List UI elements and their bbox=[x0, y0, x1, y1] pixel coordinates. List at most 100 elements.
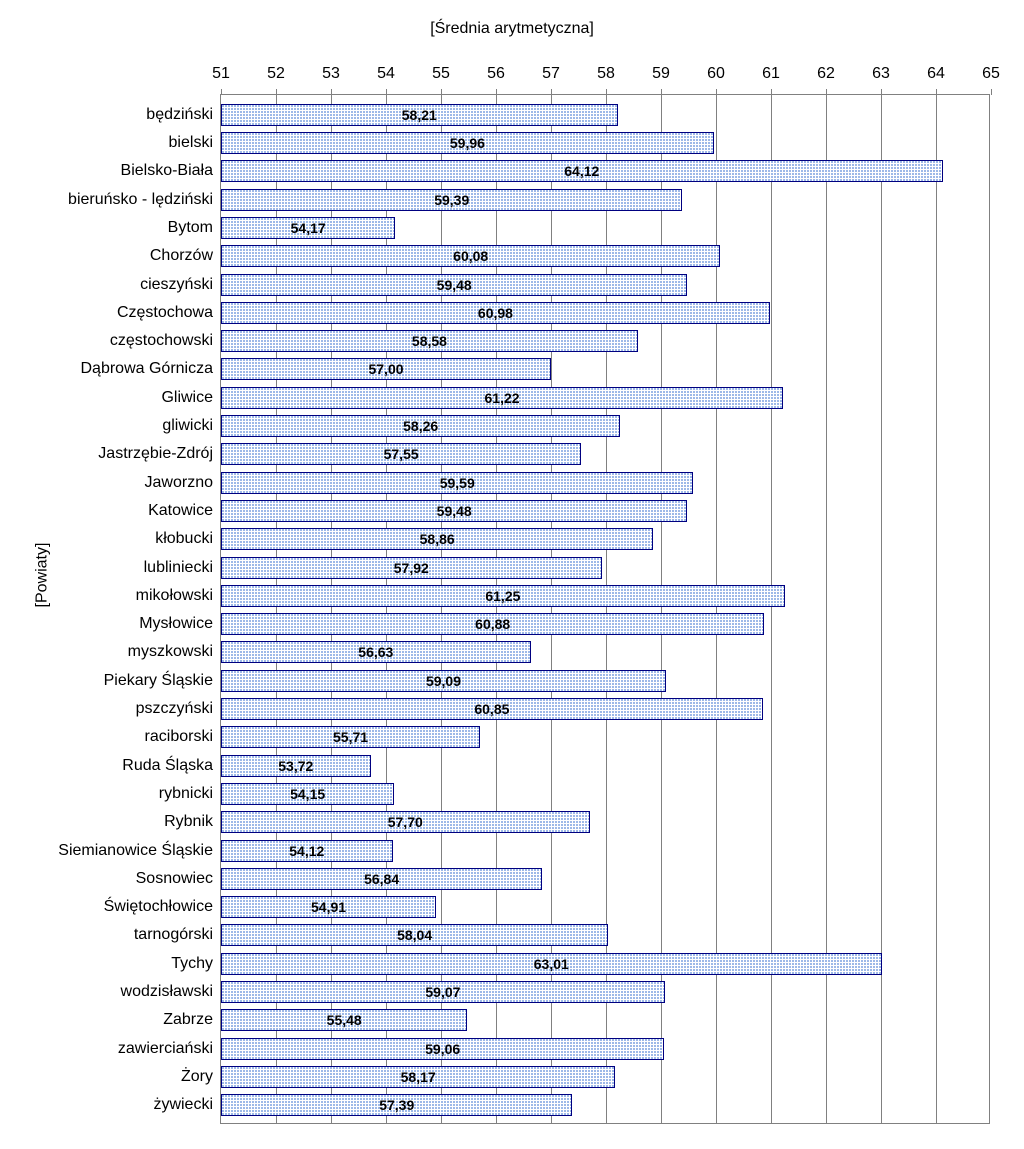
bar-value-label: 58,58 bbox=[412, 333, 447, 349]
category-label: Katowice bbox=[148, 502, 213, 520]
bar-row: Mysłowice60,88 bbox=[221, 613, 989, 635]
bar: 54,17 bbox=[221, 217, 395, 239]
bar-row: mikołowski61,25 bbox=[221, 585, 989, 607]
bar-value-label: 58,17 bbox=[401, 1069, 436, 1085]
x-tick-label: 61 bbox=[762, 65, 780, 83]
bar: 59,59 bbox=[221, 472, 693, 494]
bar-row: cieszyński59,48 bbox=[221, 274, 989, 296]
category-label: częstochowski bbox=[110, 332, 213, 350]
x-tick-mark bbox=[276, 89, 277, 95]
category-label: Tychy bbox=[171, 955, 213, 973]
x-tick-label: 54 bbox=[377, 65, 395, 83]
bar: 58,26 bbox=[221, 415, 620, 437]
bar: 61,25 bbox=[221, 585, 785, 607]
bar-row: Świętochłowice54,91 bbox=[221, 896, 989, 918]
bar: 56,84 bbox=[221, 868, 542, 890]
bar-row: Tychy63,01 bbox=[221, 953, 989, 975]
category-label: cieszyński bbox=[140, 276, 213, 294]
category-label: Bytom bbox=[168, 219, 213, 237]
bar-value-label: 56,63 bbox=[358, 644, 393, 660]
category-label: Jaworzno bbox=[145, 474, 213, 492]
bar-value-label: 58,21 bbox=[402, 107, 437, 123]
category-label: lubliniecki bbox=[144, 559, 213, 577]
bar-value-label: 63,01 bbox=[534, 956, 569, 972]
bar-value-label: 55,48 bbox=[327, 1012, 362, 1028]
x-tick-label: 59 bbox=[652, 65, 670, 83]
bar-value-label: 55,71 bbox=[333, 729, 368, 745]
bar-value-label: 54,12 bbox=[289, 843, 324, 859]
bar-row: Gliwice61,22 bbox=[221, 387, 989, 409]
x-tick-mark bbox=[331, 89, 332, 95]
x-tick-mark bbox=[441, 89, 442, 95]
bar-value-label: 59,96 bbox=[450, 135, 485, 151]
category-label: kłobucki bbox=[155, 530, 213, 548]
bar-value-label: 54,91 bbox=[311, 899, 346, 915]
bar: 54,12 bbox=[221, 840, 393, 862]
category-label: Dąbrowa Górnicza bbox=[81, 360, 214, 378]
bar-value-label: 59,48 bbox=[437, 277, 472, 293]
bar-row: będziński58,21 bbox=[221, 104, 989, 126]
x-tick-label: 55 bbox=[432, 65, 450, 83]
category-label: Bielsko-Biała bbox=[121, 162, 213, 180]
category-label: bielski bbox=[169, 134, 213, 152]
x-tick-label: 60 bbox=[707, 65, 725, 83]
bar-row: Bytom54,17 bbox=[221, 217, 989, 239]
bar: 60,88 bbox=[221, 613, 764, 635]
category-label: pszczyński bbox=[136, 700, 213, 718]
x-tick-mark bbox=[826, 89, 827, 95]
category-label: Sosnowiec bbox=[136, 870, 213, 888]
category-label: będziński bbox=[146, 106, 213, 124]
bar-value-label: 56,84 bbox=[364, 871, 399, 887]
category-label: rybnicki bbox=[159, 785, 213, 803]
category-label: Rybnik bbox=[164, 813, 213, 831]
bar: 59,06 bbox=[221, 1038, 664, 1060]
x-tick-mark bbox=[661, 89, 662, 95]
category-label: zawierciański bbox=[118, 1040, 213, 1058]
bar-row: Katowice59,48 bbox=[221, 500, 989, 522]
bar: 61,22 bbox=[221, 387, 783, 409]
category-label: mikołowski bbox=[136, 587, 213, 605]
category-label: Gliwice bbox=[161, 389, 213, 407]
plot-area: 515253545556575859606162636465będziński5… bbox=[220, 94, 990, 1124]
bar: 57,00 bbox=[221, 358, 551, 380]
category-label: Ruda Śląska bbox=[122, 757, 213, 775]
bar-row: częstochowski58,58 bbox=[221, 330, 989, 352]
category-label: Siemianowice Śląskie bbox=[58, 842, 213, 860]
bar-row: Ruda Śląska53,72 bbox=[221, 755, 989, 777]
bar-value-label: 64,12 bbox=[564, 163, 599, 179]
category-label: Zabrze bbox=[163, 1011, 213, 1029]
category-label: Częstochowa bbox=[117, 304, 213, 322]
category-label: Żory bbox=[181, 1068, 213, 1086]
x-tick-mark bbox=[991, 89, 992, 95]
bar-row: lubliniecki57,92 bbox=[221, 557, 989, 579]
chart-container: [Średnia arytmetyczna] [Powiaty] 5152535… bbox=[20, 20, 1004, 1129]
bar: 58,21 bbox=[221, 104, 618, 126]
bar-row: rybnicki54,15 bbox=[221, 783, 989, 805]
bar-value-label: 61,25 bbox=[485, 588, 520, 604]
category-label: Piekary Śląskie bbox=[104, 672, 213, 690]
bar-row: Jastrzębie-Zdrój57,55 bbox=[221, 443, 989, 465]
bar-row: Dąbrowa Górnicza57,00 bbox=[221, 358, 989, 380]
bar: 58,04 bbox=[221, 924, 608, 946]
bar-value-label: 59,07 bbox=[425, 984, 460, 1000]
category-label: myszkowski bbox=[128, 643, 213, 661]
bar: 59,96 bbox=[221, 132, 714, 154]
bar-row: Sosnowiec56,84 bbox=[221, 868, 989, 890]
category-label: raciborski bbox=[145, 728, 213, 746]
x-tick-mark bbox=[606, 89, 607, 95]
bar: 60,98 bbox=[221, 302, 770, 324]
x-tick-mark bbox=[496, 89, 497, 95]
bar: 55,71 bbox=[221, 726, 480, 748]
bar-value-label: 57,00 bbox=[368, 361, 403, 377]
bar: 64,12 bbox=[221, 160, 943, 182]
bar: 57,92 bbox=[221, 557, 602, 579]
bar-row: Jaworzno59,59 bbox=[221, 472, 989, 494]
bar-value-label: 59,06 bbox=[425, 1041, 460, 1057]
bar-row: Żory58,17 bbox=[221, 1066, 989, 1088]
bar-row: Siemianowice Śląskie54,12 bbox=[221, 840, 989, 862]
bar: 59,09 bbox=[221, 670, 666, 692]
category-label: żywiecki bbox=[153, 1096, 213, 1114]
category-label: Świętochłowice bbox=[104, 898, 213, 916]
category-label: Chorzów bbox=[150, 247, 213, 265]
bar-value-label: 58,04 bbox=[397, 927, 432, 943]
